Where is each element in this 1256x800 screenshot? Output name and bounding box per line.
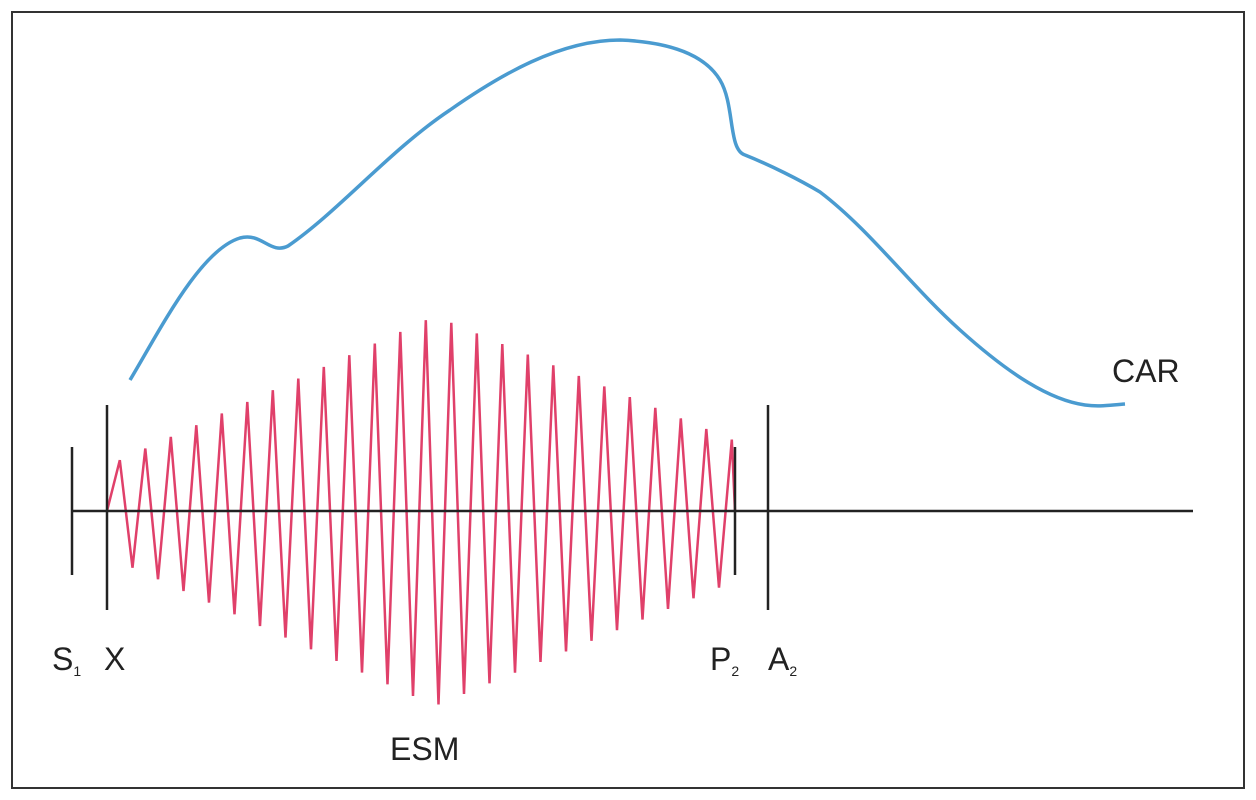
a2-subscript: 2	[789, 663, 797, 679]
s1-subscript: 1	[73, 663, 81, 679]
s1-label: S1	[52, 641, 81, 679]
s1-letter: S	[52, 641, 73, 677]
p2-letter: P	[710, 641, 731, 677]
a2-label: A2	[768, 641, 797, 679]
murmur-waveform	[105, 320, 737, 705]
murmur-label: ESM	[390, 731, 459, 767]
p2-label: P2	[710, 641, 739, 679]
carotid-pulse	[128, 38, 1126, 408]
x-label: X	[104, 641, 125, 677]
frame	[11, 11, 1245, 789]
a2-letter: A	[768, 641, 790, 677]
p2-subscript: 2	[731, 663, 739, 679]
carotid-label: CAR	[1112, 353, 1180, 389]
